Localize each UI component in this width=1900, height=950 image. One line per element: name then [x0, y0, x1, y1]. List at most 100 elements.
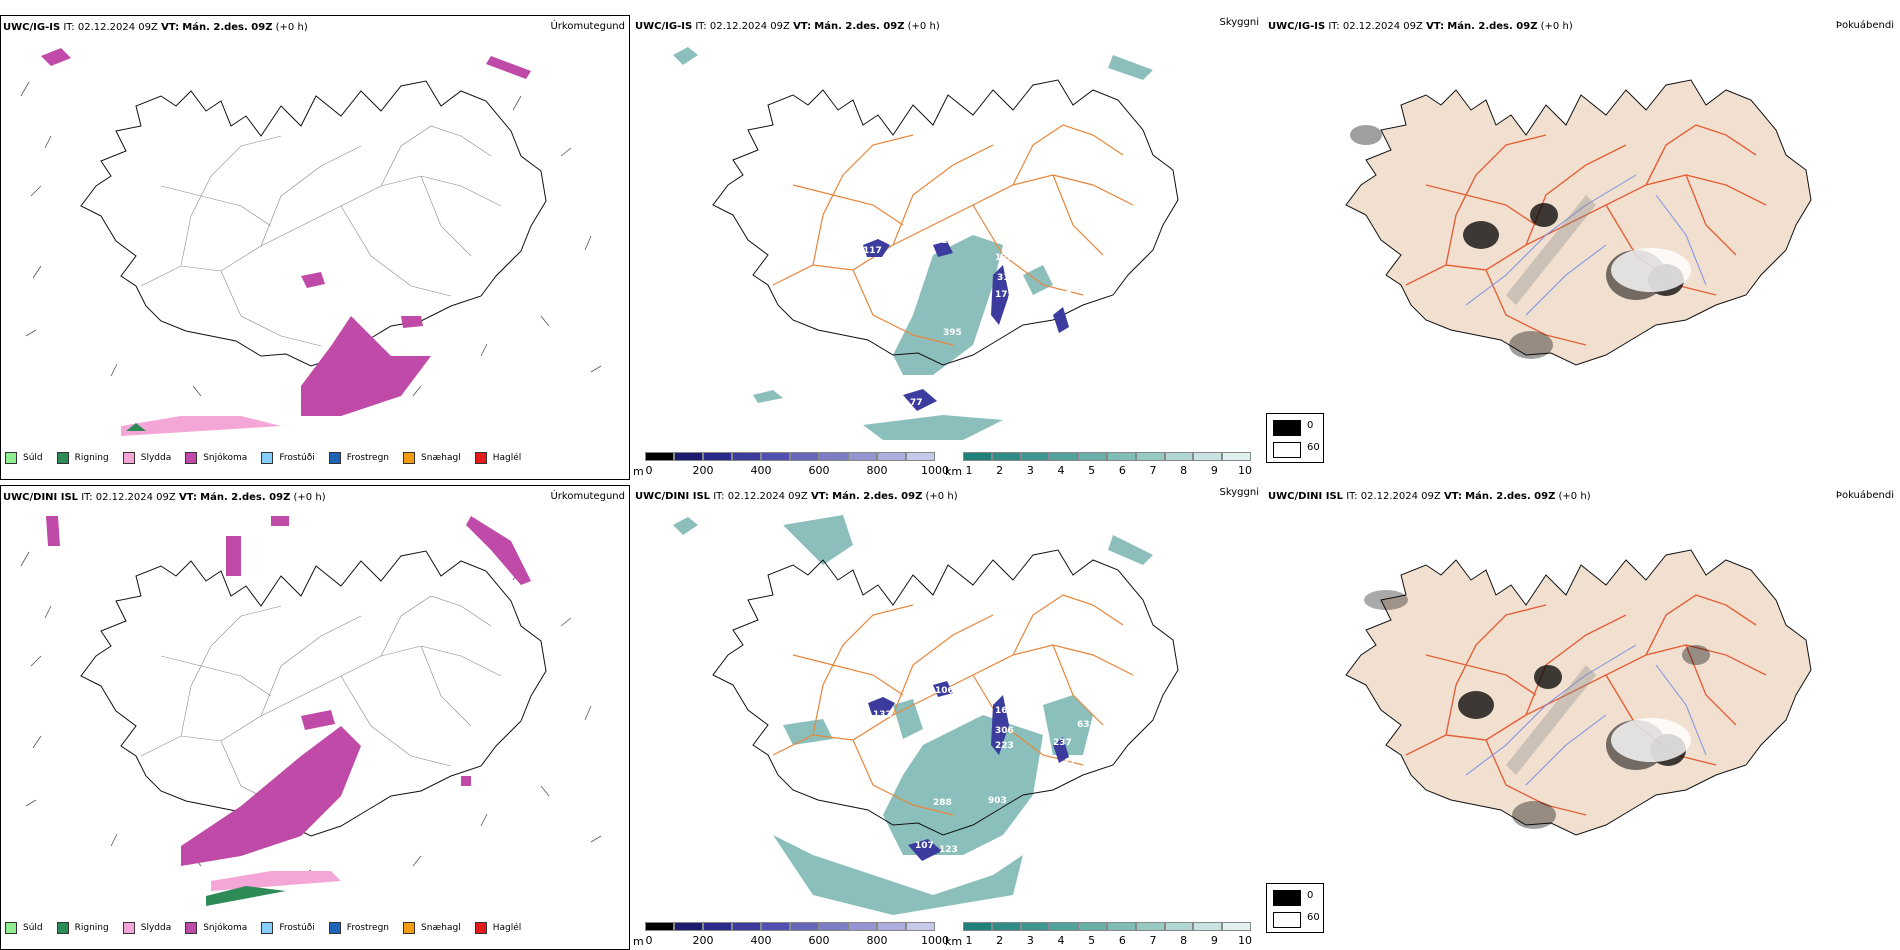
wind-barbs	[20, 81, 602, 407]
legend-drizzle: Súld	[5, 452, 43, 464]
fog-legend-swatch	[1273, 442, 1301, 458]
colorbar-segment	[645, 922, 674, 931]
vis-value: 237	[1053, 290, 1072, 300]
colorbar-tick: 3	[1026, 934, 1034, 947]
snow-areas	[46, 516, 531, 866]
colorbar-segment	[703, 922, 732, 931]
colorbar-tick: 600	[808, 934, 830, 947]
colorbar-tick: 5	[1088, 464, 1096, 477]
panel-type-label: Úrkomutegund	[550, 491, 625, 502]
vis-value: 84	[973, 228, 986, 238]
legend-snow: Snjókoma	[185, 922, 247, 934]
legend-rain: Rigning	[56, 922, 109, 934]
colorbar-segment	[1107, 452, 1136, 461]
precip-legend: Súld Rigning Slydda Snjókoma Frostúði Fr…	[5, 452, 535, 464]
colorbar-tick: 4	[1057, 934, 1065, 947]
colorbar-segment	[877, 922, 906, 931]
panel-header: UWC/IG-IS IT: 02.12.2024 09Z VT: Mán. 2.…	[1268, 21, 1573, 32]
colorbar-tick: 7	[1149, 934, 1157, 947]
colorbar-segment	[1049, 922, 1079, 931]
visibility-panel-bottom: UWC/DINI ISL IT: 02.12.2024 09Z VT: Mán.…	[633, 485, 1263, 950]
colorbar-segment	[991, 452, 1021, 461]
visibility-colorbar: m 0 200 400 600 800 1000 km 1 2 3 4 5 6 7 8 9 10	[633, 922, 1263, 950]
colorbar-segment	[1135, 452, 1165, 461]
colorbar-segment	[1222, 922, 1251, 931]
vis-value: 77	[910, 398, 923, 408]
vis-value: 63	[1077, 720, 1090, 730]
colorbar-tick: 5	[1088, 934, 1096, 947]
colorbar-tick: 8	[1180, 464, 1188, 477]
vis-value: 395	[943, 328, 962, 338]
fog-legend-swatch	[1273, 420, 1301, 436]
colorbar-tick: 7	[1149, 464, 1157, 477]
colorbar-segment	[1164, 452, 1194, 461]
colorbar-tick: 800	[866, 934, 888, 947]
fog-legend-label: 0	[1307, 890, 1314, 901]
vis-value: 123	[939, 845, 958, 855]
vis-value: 175	[995, 290, 1014, 300]
panel-header: UWC/IG-IS IT: 02.12.2024 09Z VT: Mán. 2.…	[635, 21, 940, 32]
legend-hail: Haglél	[474, 452, 521, 464]
colorbar-tick: 10	[1238, 934, 1252, 947]
colorbar-segment	[790, 922, 819, 931]
snow-areas	[41, 48, 531, 416]
vis-value: 237	[1053, 738, 1072, 748]
vis-value: 89	[933, 403, 946, 413]
colorbar-unit-km: km	[945, 465, 963, 478]
fog-indicator-panel-top: UWC/IG-IS IT: 02.12.2024 09Z VT: Mán. 2.…	[1266, 15, 1896, 480]
colorbar-unit-km: km	[945, 935, 963, 948]
fog-patches	[863, 239, 1069, 411]
colorbar-tick: 6	[1118, 934, 1126, 947]
fog-legend-label: 60	[1307, 442, 1320, 453]
precip-type-map	[20, 48, 602, 436]
colorbar-tick: 3	[1026, 464, 1034, 477]
colorbar-tick: 1	[965, 934, 973, 947]
precip-type-panel-bottom: UWC/DINI ISL IT: 02.12.2024 09Z VT: Mán.…	[0, 485, 630, 950]
colorbar-segment	[703, 452, 732, 461]
colorbar-segment	[819, 452, 848, 461]
legend-freezing-drizzle: Frostúði	[261, 452, 315, 464]
colorbar-segment	[1222, 452, 1251, 461]
vis-value: 875	[981, 856, 1000, 866]
legend-hail: Haglél	[474, 922, 521, 934]
panel-type-label: Skyggni	[1219, 487, 1259, 498]
fog-legend-label: 0	[1307, 420, 1314, 431]
colorbar-segment	[761, 922, 790, 931]
colorbar-tick: 6	[1118, 464, 1126, 477]
rain-areas	[126, 423, 146, 431]
colorbar-segment	[848, 452, 877, 461]
legend-sleet: Slydda	[122, 922, 171, 934]
vis-value: 288	[923, 712, 942, 722]
vis-value: 170	[898, 256, 917, 266]
colorbar-segment	[906, 452, 935, 461]
vis-value: 106	[935, 686, 954, 696]
colorbar-segment	[877, 452, 906, 461]
colorbar-unit-m: m	[633, 465, 644, 478]
precip-type-map	[20, 516, 602, 906]
colorbar-segment	[1193, 922, 1223, 931]
panel-header: UWC/DINI ISL IT: 02.12.2024 09Z VT: Mán.…	[1268, 491, 1591, 502]
colorbar-segment	[1078, 922, 1107, 931]
legend-freezing-rain: Frostregn	[328, 452, 389, 464]
fog-legend-swatch	[1273, 912, 1301, 928]
colorbar-tick: 4	[1057, 464, 1065, 477]
colorbar-tick: 1000	[921, 934, 949, 947]
vis-value: 132	[873, 710, 892, 720]
colorbar-segment	[1164, 922, 1194, 931]
colorbar-segment	[906, 922, 935, 931]
panel-header: UWC/IG-IS IT: 02.12.2024 09Z VT: Mán. 2.…	[3, 22, 308, 33]
colorbar-segment	[1078, 452, 1107, 461]
colorbar-tick: 8	[1180, 934, 1188, 947]
colorbar-tick: 400	[750, 464, 772, 477]
colorbar-tick: 1	[965, 464, 973, 477]
panel-type-label: Úrkomutegund	[550, 21, 625, 32]
colorbar-tick: 0	[645, 464, 653, 477]
colorbar-segment	[1020, 452, 1050, 461]
panel-header: UWC/DINI ISL IT: 02.12.2024 09Z VT: Mán.…	[3, 492, 326, 503]
visibility-colorbar: m 0 200 400 600 800 1000 km 1 2 3 4 5 6 7 8 9 10	[633, 452, 1263, 480]
fog-patches	[868, 681, 1069, 861]
vis-value: 306	[995, 726, 1014, 736]
rain-areas	[206, 886, 286, 906]
vis-value: 903	[988, 796, 1007, 806]
colorbar-tick: 600	[808, 464, 830, 477]
